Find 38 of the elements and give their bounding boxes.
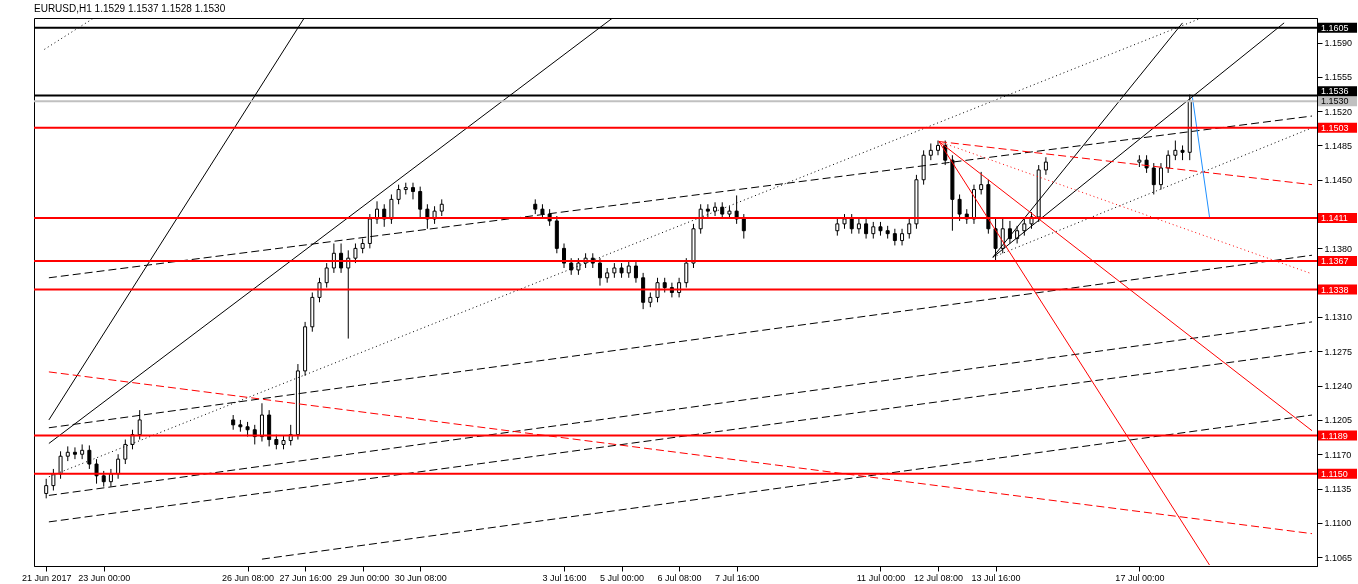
x-tick-label: 30 Jun 08:00 [394,572,447,583]
ref-line-label: 1.1367 [1321,256,1349,267]
ref-line-label: 1.1411 [1321,212,1348,223]
ref-line-label: 1.1536 [1321,86,1349,97]
y-tick-label: 1.1100 [1324,518,1352,529]
x-tick-label: 6 Jul 08:00 [657,572,702,583]
x-tick-label: 11 Jul 00:00 [856,572,906,583]
y-tick-label: 1.1240 [1324,381,1353,392]
y-tick-label: 1.1450 [1324,175,1353,186]
chart-title: EURUSD,H1 1.1529 1.1537 1.1528 1.1530 [34,3,226,14]
ref-line-label: 1.1150 [1321,468,1348,479]
x-tick-label: 5 Jul 00:00 [600,572,645,583]
x-tick-label: 3 Jul 16:00 [542,572,587,583]
ref-line-label: 1.1503 [1321,122,1349,133]
x-tick-label: 27 Jun 16:00 [279,572,332,583]
x-tick-label: 29 Jun 00:00 [337,572,390,583]
x-tick-label: 17 Jul 00:00 [1115,572,1165,583]
y-tick-label: 1.1555 [1324,72,1353,83]
y-tick-label: 1.1275 [1324,346,1353,357]
x-tick-label: 12 Jul 08:00 [913,572,964,583]
x-tick-label: 13 Jul 16:00 [971,572,1021,583]
x-tick-label: 23 Jun 00:00 [78,572,131,583]
y-tick-label: 1.1065 [1324,552,1353,563]
y-tick-label: 1.1380 [1324,243,1353,254]
ref-line-label: 1.1530 [1321,96,1349,107]
y-tick-label: 1.1590 [1324,38,1353,49]
y-tick-label: 1.1485 [1324,140,1353,151]
ref-line-label: 1.1338 [1321,284,1349,295]
y-tick-label: 1.1205 [1324,415,1353,426]
x-tick-label: 7 Jul 16:00 [715,572,760,583]
y-tick-label: 1.1135 [1324,484,1352,495]
x-tick-label: 21 Jun 2017 [21,572,72,583]
y-tick-label: 1.1520 [1324,106,1353,117]
ref-line-label: 1.1189 [1321,430,1348,441]
y-tick-label: 1.1310 [1324,312,1353,323]
y-tick-label: 1.1170 [1324,449,1352,460]
ref-line-label: 1.1605 [1321,22,1349,33]
x-tick-label: 26 Jun 08:00 [222,572,275,583]
